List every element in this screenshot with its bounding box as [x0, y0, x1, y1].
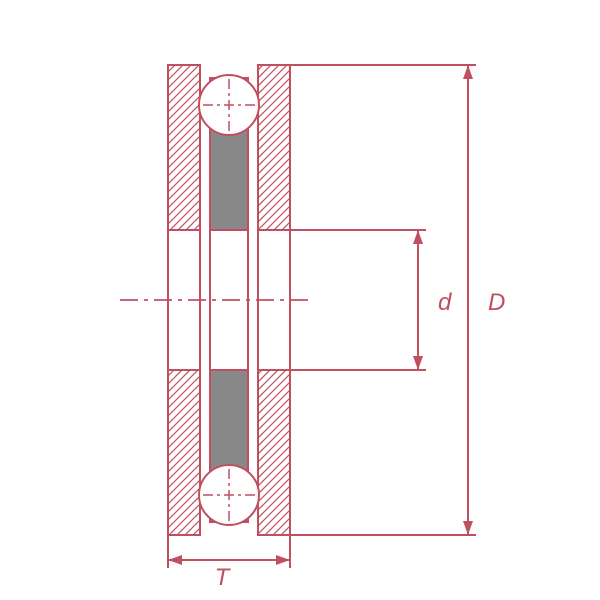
- bearing-cross-section-diagram: Td D: [0, 0, 600, 600]
- dim-T-label: T: [215, 564, 232, 591]
- housing-washer-upper: [258, 65, 290, 230]
- dim-d-label: d: [438, 289, 452, 316]
- shaft-washer-lower: [168, 370, 200, 535]
- shaft-washer-upper: [168, 65, 200, 230]
- housing-washer-lower: [258, 370, 290, 535]
- dim-D-label: D: [488, 289, 505, 316]
